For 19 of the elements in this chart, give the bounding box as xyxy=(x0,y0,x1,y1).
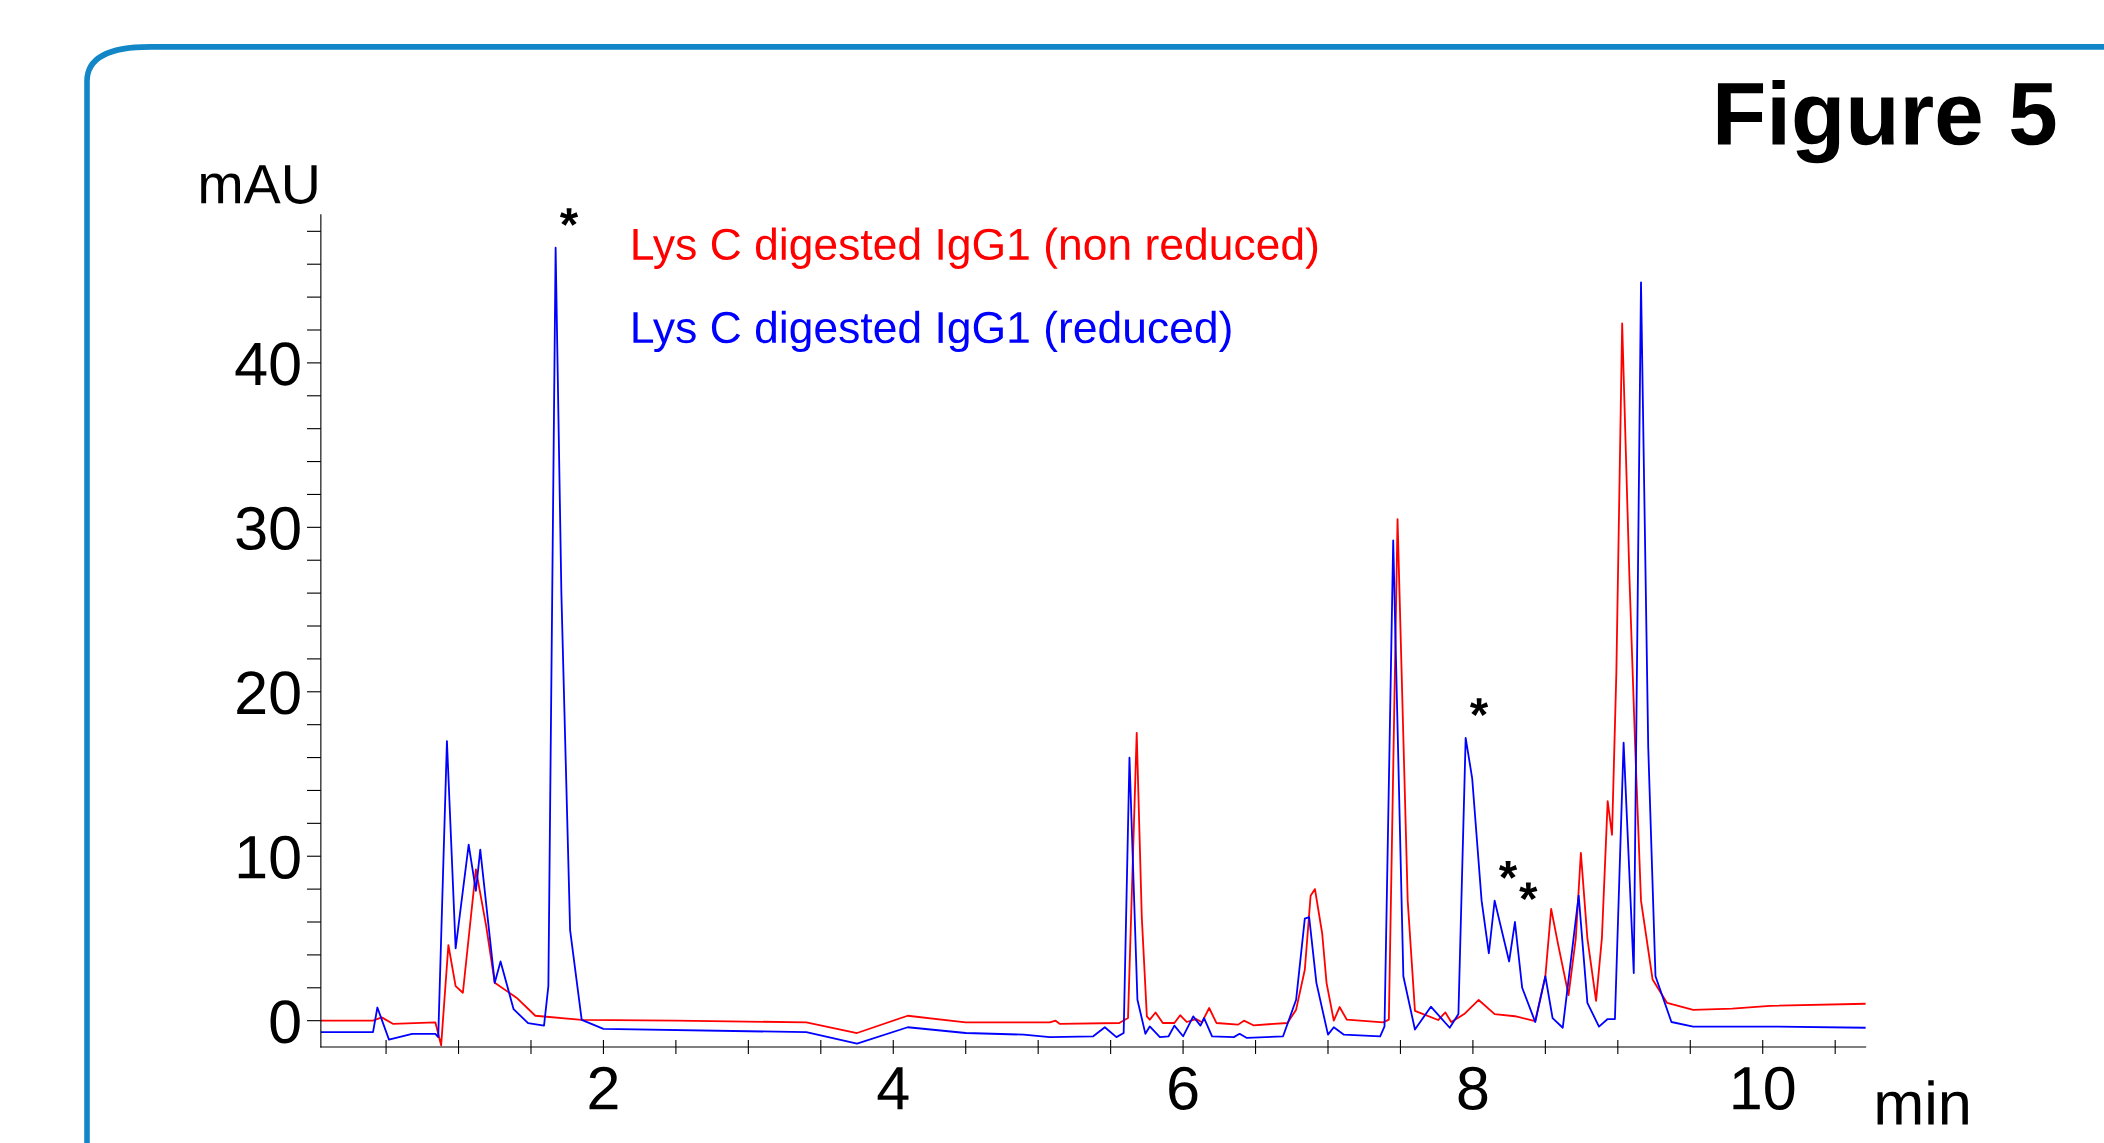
x-tick-label: 2 xyxy=(589,1066,618,1110)
series-label: Lys C digested IgG1 (reduced) xyxy=(633,310,1231,353)
text: Lys C digested IgG1 (non reduced) xyxy=(633,227,1318,269)
y-tick-label: 20 xyxy=(237,671,300,715)
y-axis-title: mAU xyxy=(201,165,317,204)
annotation: * xyxy=(1519,882,1538,901)
y-tick-label: 0 xyxy=(270,1000,300,1044)
annotation: * xyxy=(1498,861,1518,879)
annotation: * xyxy=(1469,698,1489,716)
x-tick-label: 4 xyxy=(877,1067,909,1110)
x-tick-label: 8 xyxy=(1458,1066,1488,1110)
annotation: * xyxy=(559,208,579,226)
x-tick-label: 10 xyxy=(1733,1066,1795,1110)
x-tick-label: 6 xyxy=(1169,1066,1198,1110)
x-axis-title: min xyxy=(1877,1080,1968,1125)
y-tick-label: 10 xyxy=(238,835,300,879)
chart-title: Figure 5 xyxy=(1717,80,2056,164)
y-tick-label: 40 xyxy=(235,342,300,386)
y-tick-label: 30 xyxy=(236,506,300,551)
